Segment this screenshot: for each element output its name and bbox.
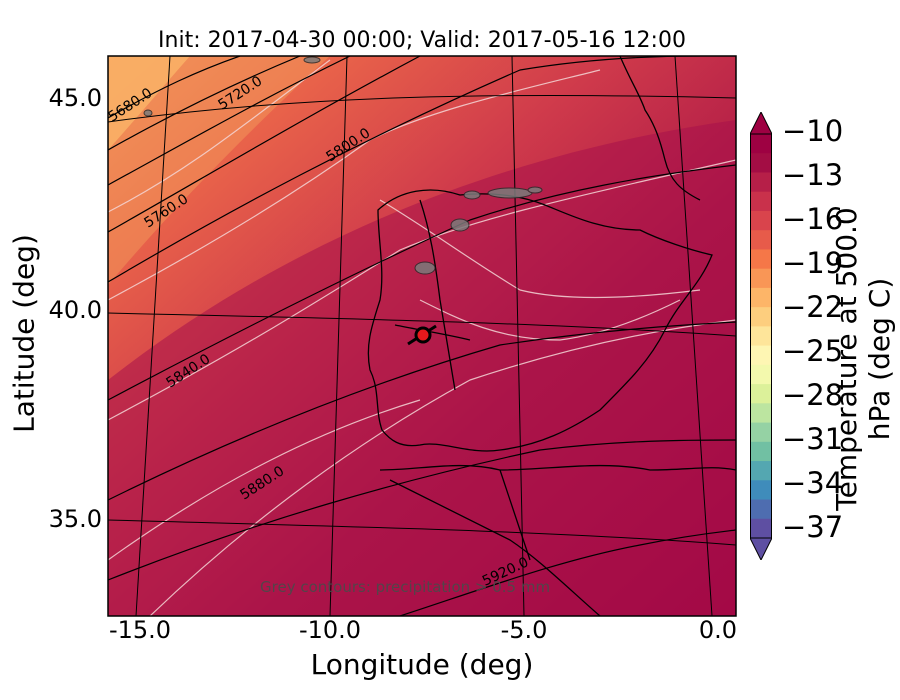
colorbar-step bbox=[750, 384, 772, 404]
plot-frame bbox=[107, 55, 737, 617]
colorbar bbox=[750, 112, 772, 560]
colorbar-step bbox=[750, 134, 772, 154]
x-tick-minus15: -15.0 bbox=[108, 616, 172, 644]
colorbar-step bbox=[750, 287, 772, 308]
colorbar-tick: −22 bbox=[782, 290, 844, 324]
x-axis-label: Longitude (deg) bbox=[310, 648, 534, 681]
colorbar-step bbox=[750, 268, 772, 289]
isotherm-lines bbox=[108, 59, 736, 616]
colorbar-step bbox=[750, 461, 772, 481]
colorbar-step bbox=[750, 191, 772, 212]
colorbar-tick: −13 bbox=[782, 158, 844, 192]
y-tick-35: 35.0 bbox=[48, 505, 102, 533]
colorbar-step bbox=[750, 172, 772, 193]
plot-title: Init: 2017-04-30 00:00; Valid: 2017-05-1… bbox=[158, 28, 686, 53]
colorbar-step bbox=[750, 345, 772, 366]
precipitation-areas bbox=[143, 56, 543, 275]
colorbar-tick: −28 bbox=[782, 378, 844, 412]
x-tick-minus5: -5.0 bbox=[500, 616, 548, 644]
colorbar-extend-max bbox=[750, 112, 772, 135]
y-axis-label: Latitude (deg) bbox=[7, 234, 41, 433]
precipitation-note: Grey contours: precipitation > 0.5 mm bbox=[260, 578, 551, 596]
colorbar-tick: −10 bbox=[782, 114, 844, 148]
colorbar-step bbox=[750, 441, 772, 462]
x-tick-0: 0.0 bbox=[698, 616, 738, 644]
colorbar-step bbox=[750, 403, 772, 424]
colorbar-tick: −16 bbox=[782, 202, 844, 236]
height-contours bbox=[108, 56, 736, 616]
colorbar-step bbox=[750, 364, 772, 385]
colorbar-step bbox=[750, 422, 772, 443]
colorbar-tick: −19 bbox=[782, 246, 844, 280]
colorbar-step bbox=[750, 326, 772, 347]
colorbar-step bbox=[750, 153, 772, 174]
colorbar-step bbox=[750, 210, 772, 231]
colorbar-tick: −37 bbox=[782, 510, 844, 544]
colorbar-label: Temperature at 500.0 hPa (deg C) bbox=[830, 207, 896, 511]
colorbar-extend-min bbox=[750, 537, 772, 560]
colorbar-step bbox=[750, 230, 772, 251]
colorbar-step bbox=[750, 249, 772, 270]
colorbar-tick: −31 bbox=[782, 422, 844, 456]
colorbar-step bbox=[750, 480, 772, 501]
colorbar-tick: −25 bbox=[782, 334, 844, 368]
colorbar-step bbox=[750, 518, 772, 539]
x-tick-minus10: -10.0 bbox=[298, 616, 362, 644]
y-tick-40: 40.0 bbox=[48, 296, 102, 324]
coastlines bbox=[367, 56, 736, 616]
colorbar-tick: −34 bbox=[782, 466, 844, 500]
graticule bbox=[108, 56, 736, 616]
colorbar-step bbox=[750, 307, 772, 327]
colorbar-step bbox=[750, 499, 772, 520]
y-tick-45: 45.0 bbox=[48, 84, 102, 112]
station-marker bbox=[407, 324, 437, 346]
